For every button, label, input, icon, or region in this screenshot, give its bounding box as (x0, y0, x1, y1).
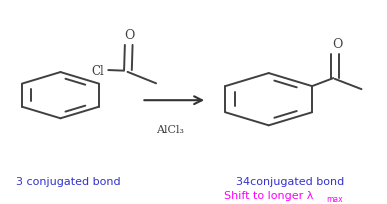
Text: 3 conjugated bond: 3 conjugated bond (16, 176, 120, 186)
Text: O: O (332, 38, 342, 51)
Text: Shift to longer λ: Shift to longer λ (224, 190, 313, 200)
Text: AlCl₃: AlCl₃ (156, 125, 184, 135)
Text: O: O (125, 29, 135, 42)
Text: Cl: Cl (91, 64, 104, 77)
Text: 34conjugated bond: 34conjugated bond (236, 176, 344, 186)
Text: max: max (326, 194, 342, 203)
